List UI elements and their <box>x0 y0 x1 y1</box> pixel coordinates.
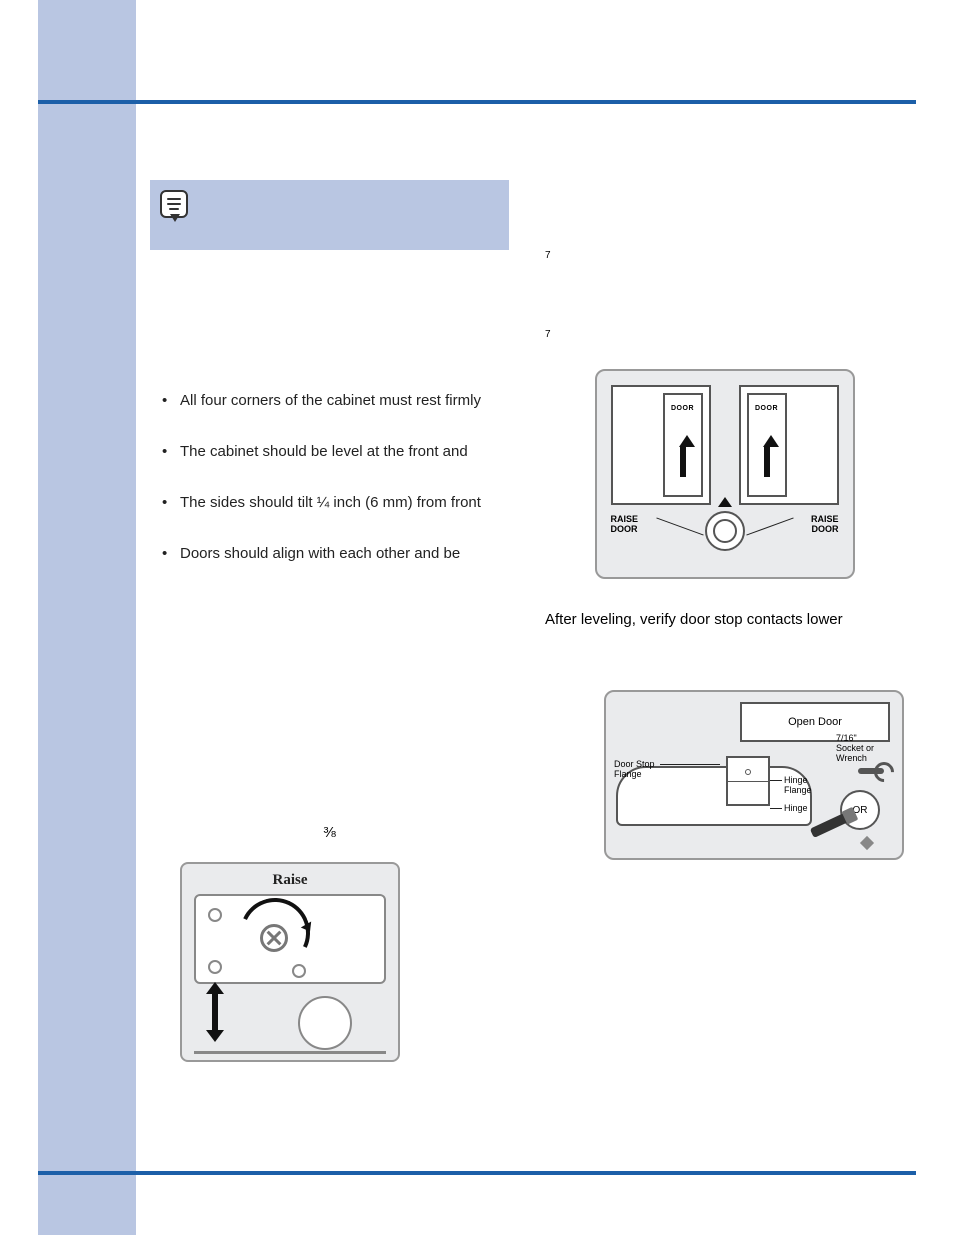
checklist-item: The cabinet should be level at the front… <box>180 441 509 462</box>
arrow-up-icon <box>763 435 771 477</box>
footnote-ref: 7 <box>545 329 904 348</box>
figure-hinge-detail: Open Door Door Stop Flange Hinge Flange … <box>604 690 904 860</box>
nut-icon <box>860 836 874 850</box>
checklist-item: All four corners of the cabinet must res… <box>180 390 509 411</box>
page-content: All four corners of the cabinet must res… <box>150 180 904 1155</box>
top-rule <box>38 100 916 104</box>
leveling-caption: After leveling, verify door stop contact… <box>545 609 904 631</box>
note-callout <box>150 180 509 250</box>
arrow-up-icon <box>679 435 687 477</box>
adjuster-bolt-icon <box>705 511 745 551</box>
fraction-value: ⅜ <box>323 824 336 841</box>
wrench-icon <box>858 758 892 784</box>
hinge-flange-label: Hinge Flange <box>784 776 812 796</box>
left-sidebar-stripe <box>38 0 136 1235</box>
caster-wheel-icon <box>298 996 352 1050</box>
figure-raise-label: Raise <box>273 872 308 889</box>
raise-lower-arrow-icon <box>206 982 224 1042</box>
raise-door-label: RAISE DOOR <box>611 515 639 535</box>
door-label: DOOR <box>755 405 778 412</box>
door-stop-flange-label: Door Stop Flange <box>614 760 655 780</box>
left-column: All four corners of the cabinet must res… <box>150 180 509 1062</box>
arrow-up-icon <box>718 497 732 507</box>
raise-door-label: RAISE DOOR <box>811 515 839 535</box>
bottom-rule <box>38 1171 916 1175</box>
hinge-label: Hinge <box>784 804 808 814</box>
footnote-ref: 7 <box>545 250 904 269</box>
right-column: 7 7 DOOR DOOR RAISE DOOR R <box>545 180 904 1062</box>
checklist-item: Doors should align with each other and b… <box>180 543 509 564</box>
checklist-item: The sides should tilt ¼ inch (6 mm) from… <box>180 492 509 513</box>
cabinet-left-icon: DOOR <box>611 385 711 505</box>
door-label: DOOR <box>671 405 694 412</box>
fraction-note: ⅜ <box>150 824 509 842</box>
hinge-icon <box>726 756 770 806</box>
cabinet-right-icon: DOOR <box>739 385 839 505</box>
socket-driver-icon <box>810 812 850 838</box>
figure-raise-adjuster: Raise <box>180 862 400 1062</box>
figure-raise-doors: DOOR DOOR RAISE DOOR RAISE DOOR <box>595 369 855 579</box>
leveling-checklist: All four corners of the cabinet must res… <box>150 390 509 564</box>
